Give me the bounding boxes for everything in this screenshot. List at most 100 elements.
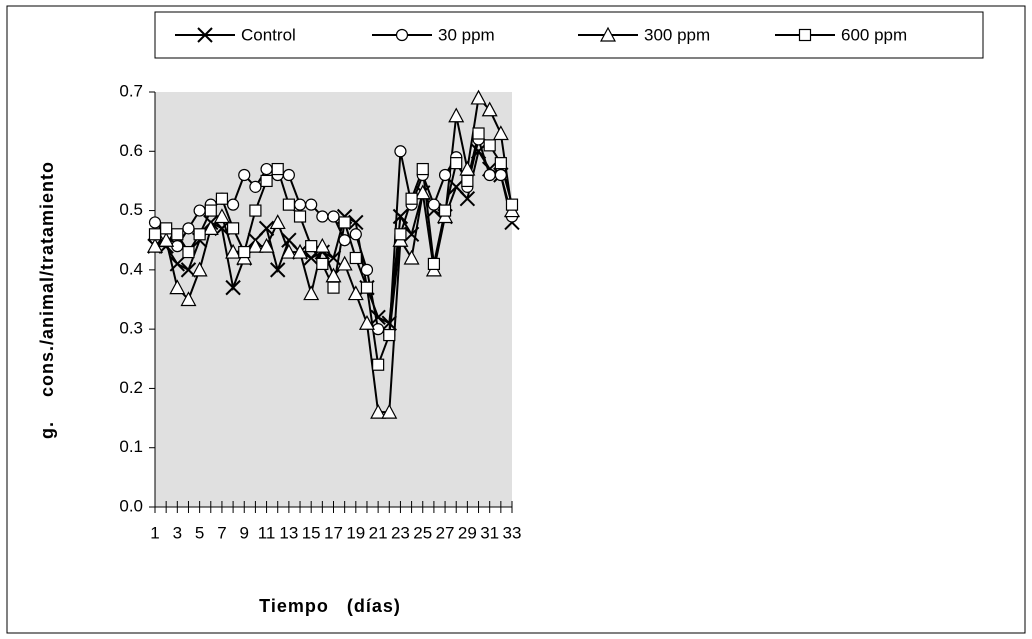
marker — [494, 168, 507, 182]
marker — [395, 28, 409, 42]
marker — [394, 145, 407, 158]
marker — [282, 168, 295, 182]
marker — [260, 162, 273, 176]
marker — [383, 328, 396, 342]
marker — [360, 263, 374, 276]
marker — [392, 208, 409, 225]
marker — [305, 198, 318, 211]
x-tick-label: 33 — [503, 523, 522, 542]
marker — [182, 245, 195, 259]
y-tick-label: 0.4 — [119, 259, 143, 278]
marker — [305, 240, 318, 253]
x-tick-label: 27 — [436, 523, 455, 542]
x-tick-label: 25 — [413, 523, 432, 542]
marker — [459, 191, 476, 207]
x-tick-label: 7 — [217, 523, 226, 542]
legend-box — [154, 11, 984, 59]
marker — [325, 250, 342, 266]
marker — [148, 216, 162, 229]
marker — [370, 309, 386, 325]
y-tick-label: 0.6 — [119, 141, 143, 160]
marker — [169, 256, 186, 272]
marker — [349, 228, 362, 241]
marker — [394, 228, 407, 241]
marker — [204, 204, 217, 217]
marker — [316, 210, 329, 223]
y-axis-label: g. cons./animal/tratamiento — [37, 161, 57, 439]
x-axis-label: Tiempo (días) — [259, 596, 401, 616]
marker — [336, 255, 353, 271]
marker — [280, 243, 297, 259]
y-tick-label: 0.5 — [119, 200, 143, 219]
marker — [303, 250, 319, 266]
marker — [347, 285, 364, 301]
legend-label: 300 ppm — [644, 25, 710, 44]
marker — [438, 204, 452, 217]
marker — [472, 127, 485, 140]
y-tick-label: 0.3 — [119, 319, 143, 338]
x-tick-label: 5 — [195, 523, 204, 542]
marker — [403, 249, 420, 265]
marker — [481, 101, 498, 117]
marker — [358, 314, 375, 330]
legend-label: Control — [241, 25, 296, 44]
marker — [270, 262, 286, 278]
marker — [438, 168, 452, 182]
marker — [169, 279, 186, 295]
marker — [427, 198, 441, 211]
marker — [314, 237, 331, 253]
marker — [292, 243, 309, 259]
marker — [148, 228, 162, 241]
marker — [405, 192, 418, 205]
x-tick-label: 3 — [173, 523, 182, 542]
marker — [327, 281, 340, 294]
marker — [470, 143, 487, 159]
y-tick-label: 0.2 — [119, 378, 143, 397]
marker — [213, 208, 230, 224]
marker — [146, 237, 164, 253]
marker — [360, 281, 374, 294]
marker — [448, 107, 465, 123]
marker — [327, 210, 340, 223]
marker — [226, 222, 240, 235]
x-tick-label: 23 — [391, 523, 410, 542]
marker — [197, 27, 213, 43]
marker — [492, 125, 509, 141]
marker — [215, 192, 229, 205]
marker — [249, 180, 262, 193]
marker — [258, 237, 275, 253]
y-tick-label: 0.0 — [119, 496, 143, 515]
marker — [249, 204, 262, 217]
marker — [193, 204, 206, 217]
marker — [494, 157, 507, 170]
marker — [483, 139, 496, 152]
legend-label: 30 ppm — [438, 25, 495, 44]
marker — [338, 234, 351, 247]
marker — [372, 358, 385, 371]
marker — [158, 231, 175, 247]
marker — [160, 222, 173, 235]
x-tick-label: 17 — [324, 523, 343, 542]
marker — [269, 214, 286, 230]
marker — [226, 198, 240, 211]
marker — [505, 198, 519, 211]
marker — [414, 184, 431, 200]
marker — [238, 168, 251, 182]
marker — [348, 214, 364, 231]
marker — [271, 162, 284, 176]
legend-label: 600 ppm — [841, 25, 907, 44]
marker — [416, 162, 429, 176]
marker — [182, 222, 195, 235]
x-tick-label: 29 — [458, 523, 477, 542]
marker — [180, 291, 197, 307]
marker — [225, 243, 242, 259]
marker — [171, 228, 184, 241]
x-tick-label: 15 — [302, 523, 321, 542]
x-tick-label: 19 — [346, 523, 365, 542]
marker — [303, 285, 320, 301]
marker — [798, 28, 812, 42]
marker — [247, 237, 264, 253]
marker — [599, 26, 617, 42]
x-tick-label: 9 — [240, 523, 249, 542]
marker — [282, 198, 295, 211]
